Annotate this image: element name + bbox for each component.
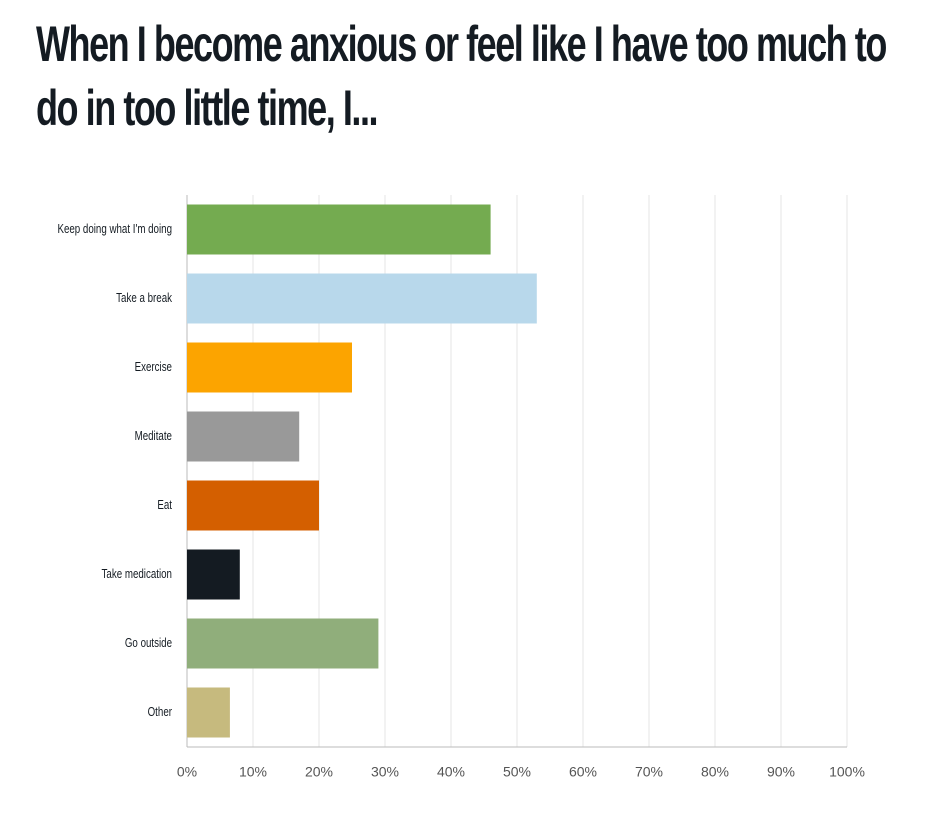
y-tick-label: Exercise xyxy=(135,361,172,375)
bar xyxy=(187,342,352,393)
x-tick-label: 50% xyxy=(503,764,531,780)
bar xyxy=(187,549,240,600)
y-tick-label: Keep doing what I'm doing xyxy=(57,223,172,237)
y-tick-label: Eat xyxy=(157,499,172,513)
x-tick-label: 40% xyxy=(437,764,465,780)
y-tick-label: Take a break xyxy=(116,292,172,306)
bar xyxy=(187,480,319,531)
x-tick-label: 30% xyxy=(371,764,399,780)
y-tick-label: Meditate xyxy=(135,430,172,444)
bar xyxy=(187,618,379,669)
y-tick-label: Other xyxy=(148,706,173,720)
x-tick-label: 0% xyxy=(177,764,197,780)
y-tick-label: Go outside xyxy=(125,637,172,651)
x-tick-label: 70% xyxy=(635,764,663,780)
x-tick-label: 80% xyxy=(701,764,729,780)
bar xyxy=(187,204,491,255)
bar xyxy=(187,411,300,462)
x-tick-label: 20% xyxy=(305,764,333,780)
y-tick-label: Take medication xyxy=(102,568,172,582)
x-tick-label: 10% xyxy=(239,764,267,780)
x-tick-label: 60% xyxy=(569,764,597,780)
bar xyxy=(187,687,230,738)
x-tick-label: 90% xyxy=(767,764,795,780)
bar xyxy=(187,273,537,324)
chart-title: When I become anxious or feel like I hav… xyxy=(36,16,887,136)
x-tick-label: 100% xyxy=(829,764,865,780)
